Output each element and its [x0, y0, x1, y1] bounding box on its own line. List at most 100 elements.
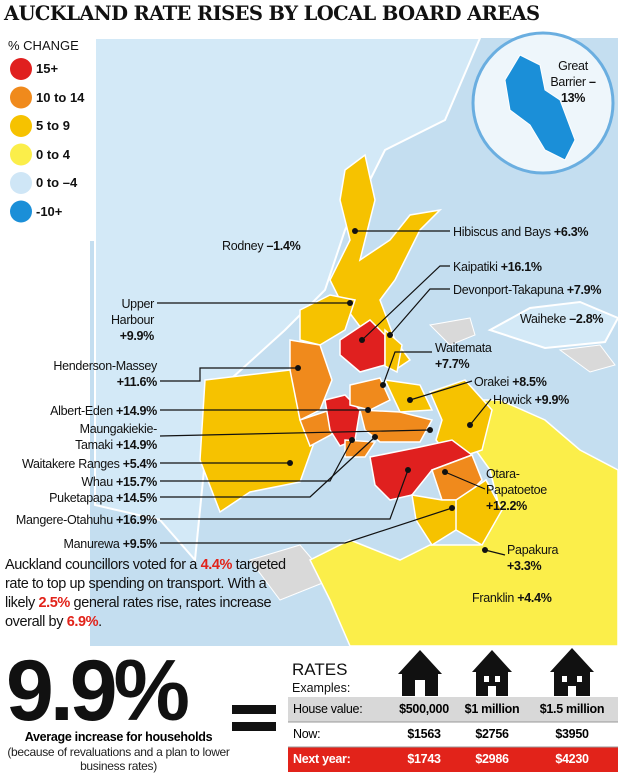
legend-label: -10+ — [36, 203, 63, 219]
legend-label: 0 to –4 — [36, 175, 78, 190]
note-text: targeted rate to top up spending on tran… — [5, 557, 286, 611]
board-label: Upper Harbour +9.9% — [94, 296, 154, 344]
board-label: Kaipatiki +16.1% — [453, 259, 613, 275]
legend-swatch — [10, 172, 32, 194]
board-name: Devonport-Takapuna — [453, 283, 564, 297]
board-change: –2.8% — [569, 312, 604, 326]
legend-swatch — [10, 58, 32, 80]
legend-label: 0 to 4 — [36, 146, 70, 162]
board-change: +16.9% — [116, 513, 157, 527]
legend-label: 10 to 14 — [36, 89, 85, 105]
note-text: general rates rise, rates increase overa… — [5, 595, 272, 630]
board-label: Otara-Papatoetoe +12.2% — [486, 466, 576, 514]
board-name: Manurewa — [63, 537, 120, 551]
rate-value: $2756 — [475, 727, 509, 741]
board-change: +11.6% — [116, 375, 158, 389]
board-label: Waiheke –2.8% — [520, 311, 620, 327]
board-change: +15.7% — [116, 475, 157, 489]
board-name: Waitemata — [435, 341, 492, 355]
legend-swatch — [10, 86, 32, 109]
board-label: Whau +15.7% — [37, 474, 157, 490]
leader-line — [484, 549, 506, 556]
board-label: Mangere-Otahuhu +16.9% — [0, 512, 157, 528]
maungakiekie-area — [359, 409, 434, 443]
board-label: Rodney –1.4% — [222, 238, 362, 254]
board-label: Orakei +8.5% — [474, 374, 594, 390]
note-highlight: 4.4% — [200, 557, 233, 573]
board-change: +12.2% — [486, 499, 527, 513]
note-text: . — [98, 614, 102, 630]
row-label: Next year: — [293, 752, 351, 766]
hibiscus-area — [329, 153, 443, 371]
board-label: Hibiscus and Bays +6.3% — [453, 224, 620, 240]
board-label: Waitemata +7.7% — [435, 340, 515, 372]
board-label: Maungakiekie-Tamaki +14.9% — [47, 421, 157, 453]
note-text: Auckland councillors voted for a — [5, 557, 201, 573]
board-label: Manurewa +9.5% — [37, 536, 158, 552]
rate-value: $2986 — [475, 752, 509, 766]
leader-line — [361, 265, 450, 341]
rates-title: RATES — [292, 660, 348, 679]
inset-change: –13% — [560, 75, 596, 105]
board-change: +14.9% — [116, 404, 157, 418]
note-highlight: 2.5% — [38, 595, 70, 611]
leader-line — [409, 380, 473, 401]
rate-value: $1.5 million — [539, 702, 605, 716]
legend-swatch — [10, 143, 32, 166]
board-change: +14.9% — [116, 438, 157, 452]
board-name: Papakura — [507, 543, 559, 557]
board-areas — [199, 153, 503, 547]
rate-value: $1743 — [407, 752, 441, 766]
legend-label: 15+ — [36, 61, 59, 76]
board-name: Mangere-Otahuhu — [15, 513, 113, 527]
leader-line — [160, 507, 453, 544]
equals-sign — [232, 705, 276, 731]
board-change: +16.1% — [500, 260, 542, 274]
board-change: +9.9% — [534, 393, 570, 407]
board-name: Waitakere Ranges — [21, 457, 120, 471]
legend-label: 5 to 9 — [36, 118, 70, 133]
legend-swatch — [10, 115, 32, 137]
legend-swatch — [10, 200, 32, 223]
leader-line — [160, 367, 298, 382]
rate-value: $500,000 — [399, 702, 449, 716]
upper-harbour-area — [299, 294, 356, 346]
board-name: Orakei — [474, 375, 510, 389]
row-bg — [288, 747, 618, 772]
board-name: Maungakiekie-Tamaki — [75, 422, 157, 452]
legend-title: % CHANGE — [8, 38, 79, 53]
board-name: Albert-Eden — [50, 404, 113, 418]
note-highlight: 6.9% — [66, 614, 99, 630]
board-name: Puketapapa — [49, 491, 113, 505]
board-name: Franklin — [472, 591, 515, 605]
leader-line — [160, 439, 353, 482]
island — [428, 317, 476, 346]
board-change: +3.3% — [507, 559, 542, 573]
board-label: Howick +9.9% — [493, 392, 613, 408]
board-label: Devonport-Takapuna +7.9% — [453, 282, 620, 298]
leader-line — [389, 288, 450, 336]
board-label: Waitakere Ranges +5.4% — [7, 456, 157, 472]
leader-lines — [157, 230, 506, 556]
row-label: House value: — [293, 702, 363, 716]
leader-line — [444, 471, 486, 490]
island — [558, 344, 616, 373]
board-label: Papakura +3.3% — [507, 542, 577, 574]
board-label: Franklin +4.4% — [472, 590, 602, 606]
rates-subtitle: Examples: — [292, 681, 351, 695]
board-change: +7.7% — [435, 357, 470, 371]
board-label: Albert-Eden +14.9% — [7, 403, 157, 419]
rate-value: $4230 — [555, 752, 589, 766]
board-change: +6.3% — [553, 225, 589, 239]
papakura-area — [455, 478, 503, 547]
note: Auckland councillors voted for a 4.4% ta… — [5, 556, 290, 632]
board-change: +5.4% — [122, 457, 158, 471]
leader-line — [159, 429, 431, 437]
great-barrier-area — [504, 54, 576, 161]
row-label: Now: — [293, 727, 321, 741]
leader-line — [160, 436, 376, 498]
waiheke-area — [487, 300, 620, 350]
leader-dots — [287, 228, 488, 553]
inset-label: Great Barrier –13% — [548, 58, 598, 106]
